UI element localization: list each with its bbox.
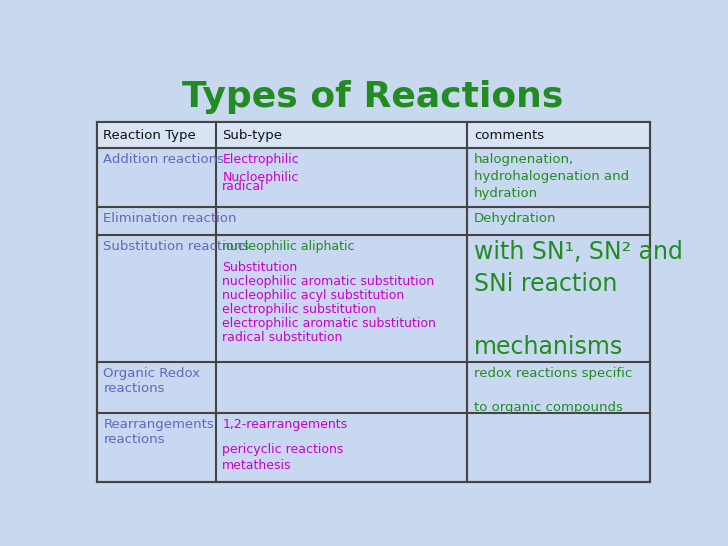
Text: Substitution: Substitution <box>222 262 298 275</box>
Text: Types of Reactions: Types of Reactions <box>183 80 563 114</box>
Text: comments: comments <box>474 129 544 142</box>
Text: radical substitution: radical substitution <box>222 331 343 344</box>
Text: Addition reactions: Addition reactions <box>103 153 224 166</box>
Text: nucleophilic aliphatic: nucleophilic aliphatic <box>222 240 355 253</box>
Text: pericyclic reactions: pericyclic reactions <box>222 443 344 456</box>
Text: electrophilic substitution: electrophilic substitution <box>222 303 376 316</box>
Text: metathesis: metathesis <box>222 459 292 472</box>
Text: Dehydration: Dehydration <box>474 212 556 224</box>
Text: halognenation,
hydrohalogenation and
hydration: halognenation, hydrohalogenation and hyd… <box>474 153 629 200</box>
Text: radical: radical <box>222 180 265 193</box>
Text: with SN¹, SN² and
SNi reaction

mechanisms: with SN¹, SN² and SNi reaction mechanism… <box>474 240 683 359</box>
Text: Nucloephilic: Nucloephilic <box>222 171 298 184</box>
FancyBboxPatch shape <box>97 122 649 148</box>
Text: nucleophilic acyl substitution: nucleophilic acyl substitution <box>222 289 405 302</box>
Text: redox reactions specific

to organic compounds: redox reactions specific to organic comp… <box>474 367 632 414</box>
Text: 1,2-rearrangements: 1,2-rearrangements <box>222 418 347 431</box>
Text: nucleophilic aromatic substitution: nucleophilic aromatic substitution <box>222 275 435 288</box>
Text: Organic Redox
reactions: Organic Redox reactions <box>103 367 200 395</box>
Text: Sub-type: Sub-type <box>222 129 282 142</box>
Text: electrophilic aromatic substitution: electrophilic aromatic substitution <box>222 317 436 330</box>
Text: Rearrangements
reactions: Rearrangements reactions <box>103 418 214 447</box>
Text: Electrophilic: Electrophilic <box>222 153 299 166</box>
Text: Reaction Type: Reaction Type <box>103 129 196 142</box>
Text: Elimination reaction: Elimination reaction <box>103 212 237 224</box>
FancyBboxPatch shape <box>97 122 649 482</box>
Text: Substitution reactions: Substitution reactions <box>103 240 250 253</box>
